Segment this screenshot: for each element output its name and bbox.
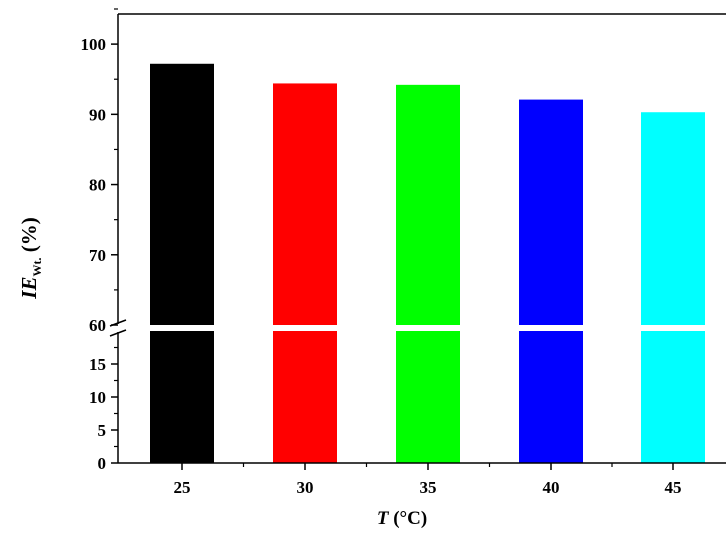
x-axis-unit: (°C)	[388, 508, 427, 529]
y-axis-symbol: IE	[17, 277, 41, 300]
axis-break-gap	[118, 325, 726, 331]
bars-group	[150, 63, 705, 464]
bar-35	[396, 84, 460, 463]
axes-group	[109, 13, 726, 464]
x-tick-label-40: 40	[543, 478, 560, 497]
y-tick-label-15: 15	[89, 355, 106, 374]
y-axis-title: IEWt. (%)	[17, 217, 44, 299]
bar-40	[519, 99, 583, 463]
y-tick-label-80: 80	[89, 176, 106, 195]
x-tick-label-25: 25	[174, 478, 191, 497]
bar-30	[273, 83, 337, 464]
bar-45	[641, 112, 705, 463]
y-axis-subscript: Wt.	[30, 258, 44, 277]
y-tick-label-60: 60	[89, 316, 106, 335]
y-axis-title-group: IEWt. (%)	[17, 217, 44, 299]
ticks-group: 60 70 80 90 100 0 5 10 15 25 30 35 40 45	[81, 8, 682, 497]
x-tick-label-45: 45	[665, 478, 682, 497]
break-mark-bottom	[109, 329, 127, 337]
y-axis-unit: (%)	[17, 217, 41, 257]
bar-25	[150, 63, 214, 463]
y-tick-label-100: 100	[81, 35, 107, 54]
x-tick-label-30: 30	[297, 478, 314, 497]
x-tick-label-35: 35	[420, 478, 437, 497]
y-tick-label-90: 90	[89, 105, 106, 124]
y-tick-label-70: 70	[89, 246, 106, 265]
x-axis-symbol: T	[377, 508, 390, 529]
y-tick-label-0: 0	[98, 454, 107, 473]
y-tick-label-5: 5	[98, 421, 107, 440]
break-strip	[118, 325, 726, 331]
x-axis-title: T (°C)	[377, 508, 427, 529]
y-tick-label-10: 10	[89, 388, 106, 407]
